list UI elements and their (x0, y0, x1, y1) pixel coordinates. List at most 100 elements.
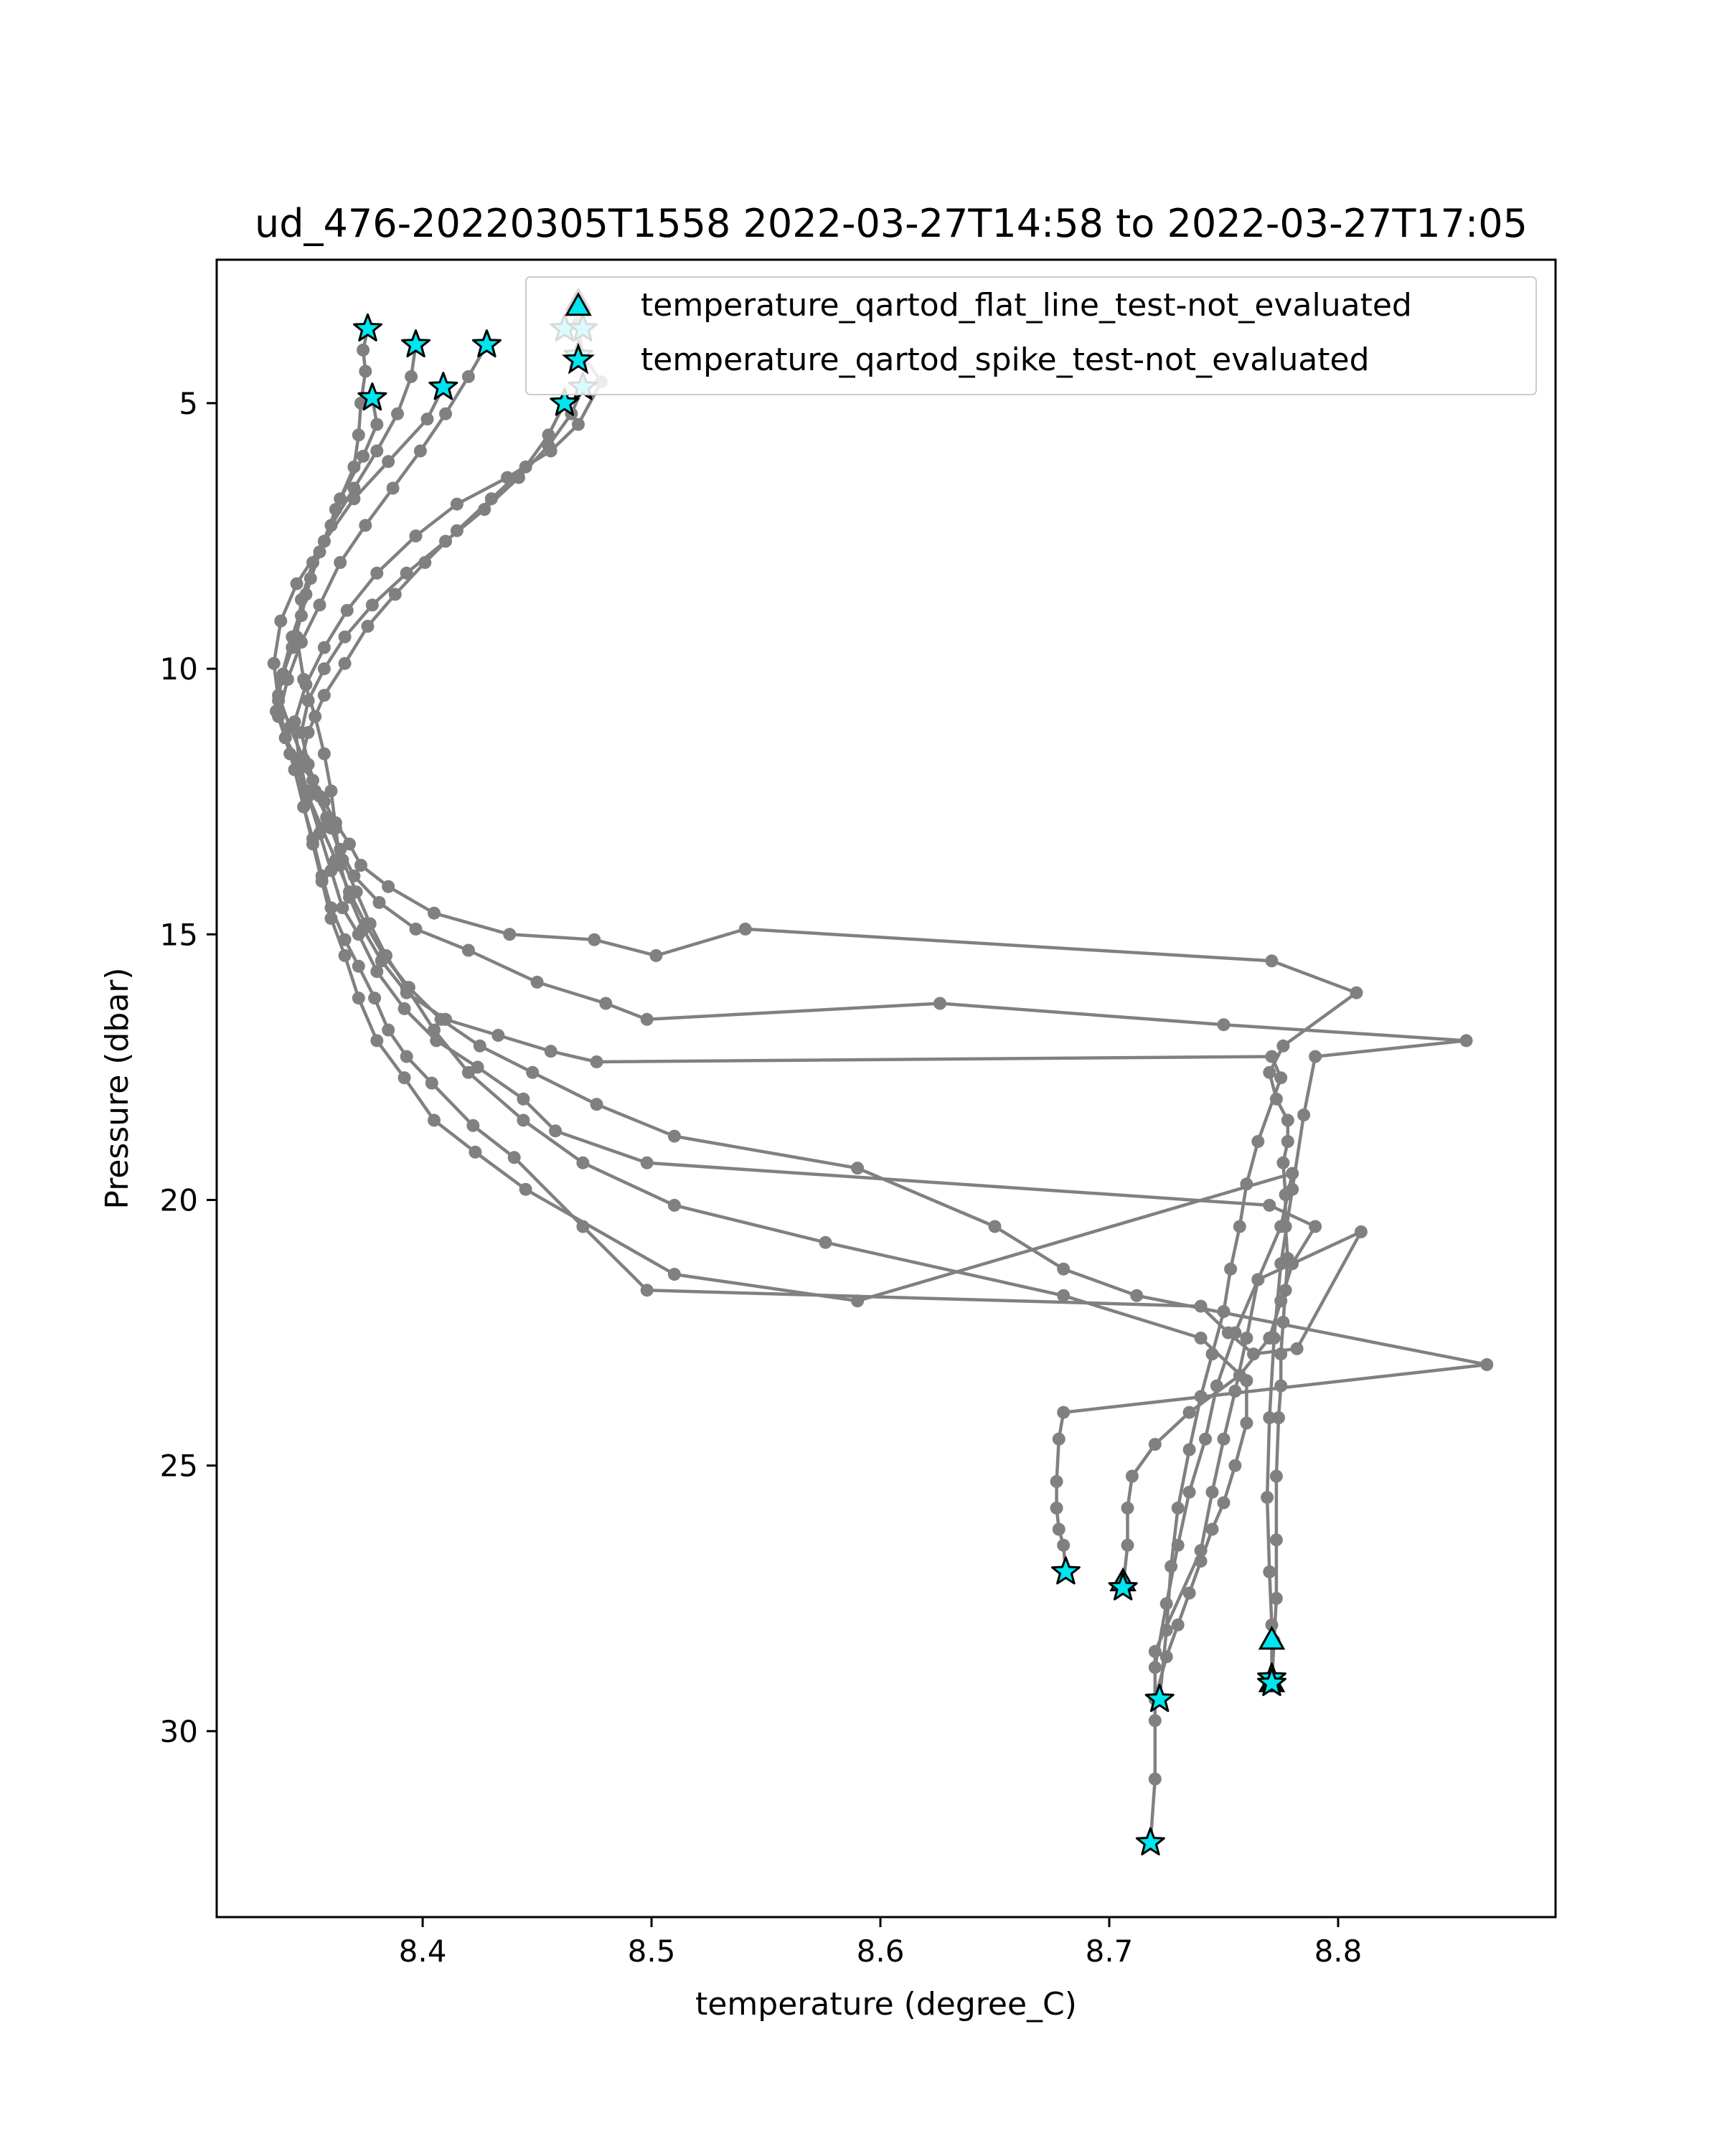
data-point (1309, 1050, 1322, 1063)
data-point (738, 922, 752, 936)
data-point (1205, 1485, 1219, 1499)
flat-line-flag-marker (1258, 1625, 1286, 1650)
data-point (649, 948, 663, 962)
data-point (1265, 1618, 1279, 1632)
data-point (466, 1119, 480, 1132)
data-point (1274, 1294, 1288, 1308)
data-point (425, 1076, 438, 1090)
data-point (1281, 1135, 1294, 1148)
spike-flag-marker (1257, 1667, 1286, 1696)
data-point (461, 369, 475, 383)
data-point (471, 1060, 484, 1074)
data-point (352, 428, 365, 442)
plot-area (267, 287, 1494, 1855)
spike-flag-marker (428, 372, 458, 400)
x-tick-label: 8.8 (1314, 1934, 1363, 1969)
data-point (1261, 1491, 1274, 1505)
data-point (1050, 1474, 1063, 1488)
data-point (572, 418, 585, 431)
data-point (434, 1012, 448, 1026)
legend: temperature_qartod_flat_line_test-not_ev… (525, 276, 1537, 395)
data-point (361, 619, 375, 633)
data-point (1199, 1432, 1212, 1446)
data-point (306, 837, 319, 851)
data-point (368, 992, 382, 1005)
data-point (1228, 1459, 1242, 1472)
data-point (334, 556, 347, 569)
data-point (1274, 1071, 1288, 1085)
data-point (667, 1198, 681, 1212)
data-point (1217, 1496, 1231, 1510)
legend-triangle-marker (565, 291, 592, 316)
data-point (324, 864, 338, 877)
data-point (380, 948, 392, 962)
data-point (430, 1034, 443, 1048)
profile-line (272, 386, 1363, 1843)
data-point (1240, 1416, 1253, 1430)
data-point (478, 503, 491, 516)
data-point (590, 1055, 603, 1068)
data-point (290, 577, 304, 590)
data-point (301, 694, 315, 707)
data-point (428, 1114, 441, 1127)
data-point (491, 1029, 505, 1042)
data-point (549, 1124, 563, 1138)
data-point (503, 928, 517, 941)
data-point (409, 529, 423, 542)
profile-line (299, 386, 1248, 1700)
data-point (517, 1114, 530, 1127)
spike-flag-marker (353, 313, 382, 342)
spike-flag-marker (471, 329, 502, 358)
y-tick-label: 25 (160, 1449, 198, 1484)
data-point (1263, 1065, 1276, 1079)
data-point (988, 1220, 1002, 1233)
data-point (324, 784, 338, 798)
data-point (370, 444, 384, 458)
data-point (501, 471, 514, 484)
data-point (1286, 1167, 1299, 1180)
data-point (347, 481, 361, 495)
data-point (590, 1098, 603, 1111)
data-point (1148, 1661, 1162, 1674)
data-point (1263, 1332, 1276, 1345)
data-point (267, 656, 281, 670)
data-point (1148, 1438, 1162, 1451)
data-point (274, 614, 288, 628)
data-point (851, 1162, 865, 1175)
x-tick-label: 8.4 (399, 1934, 447, 1969)
data-point (1274, 1220, 1288, 1233)
data-point (365, 598, 379, 612)
data-point (281, 672, 294, 686)
data-point (359, 519, 372, 532)
data-point (359, 364, 372, 378)
data-point (640, 1156, 654, 1169)
data-point (301, 789, 315, 803)
data-point (640, 1012, 654, 1026)
data-point (386, 481, 400, 495)
y-tick-label: 15 (160, 917, 198, 952)
data-point (1269, 1533, 1283, 1547)
data-point (819, 1235, 832, 1249)
data-point (295, 725, 308, 739)
data-point (1265, 1050, 1279, 1063)
y-tick-label: 20 (160, 1182, 198, 1218)
data-point (317, 641, 331, 654)
y-tick-label: 5 (179, 386, 198, 421)
data-point (1233, 1368, 1246, 1382)
legend-star-glyph (561, 342, 596, 375)
data-point (397, 1071, 411, 1085)
data-point (1276, 1156, 1290, 1169)
data-point (1194, 1332, 1208, 1345)
data-point (382, 1023, 395, 1037)
spike-flag-marker (357, 382, 387, 411)
data-point (1276, 1039, 1290, 1053)
data-point (397, 1002, 411, 1015)
data-point (1251, 1273, 1265, 1286)
data-point (1182, 1586, 1196, 1600)
data-point (1130, 1289, 1144, 1302)
data-point (388, 588, 402, 601)
data-point (1228, 1326, 1242, 1340)
data-point (507, 1151, 521, 1164)
legend-star-marker (561, 342, 596, 375)
x-tick-label: 8.6 (857, 1934, 905, 1969)
